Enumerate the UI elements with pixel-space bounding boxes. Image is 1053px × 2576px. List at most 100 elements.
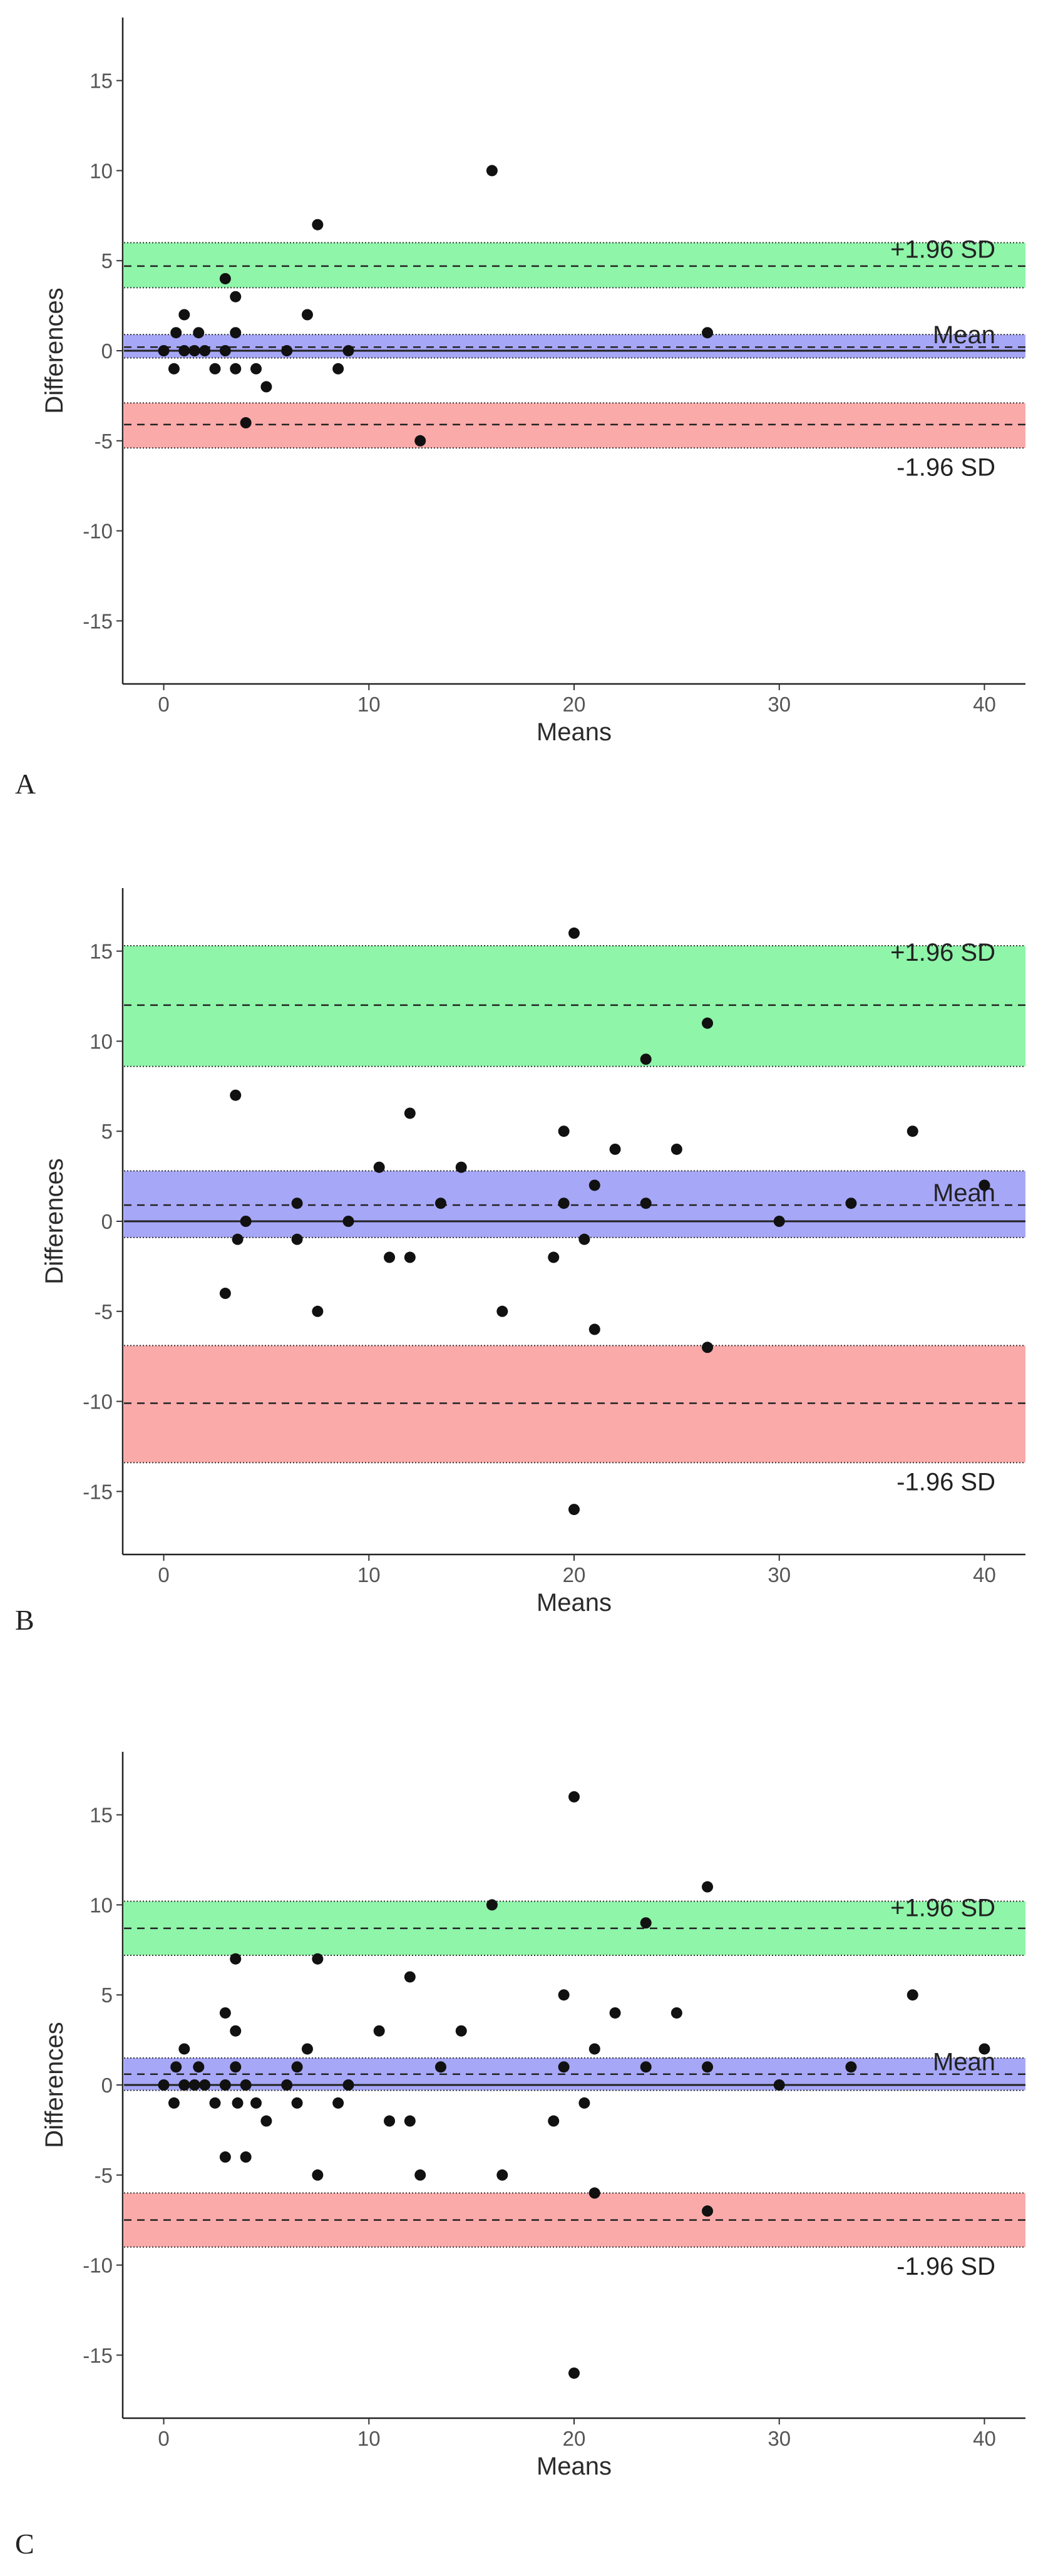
data-point: [168, 2097, 180, 2109]
data-point: [588, 2043, 600, 2055]
data-point: [373, 1161, 385, 1173]
data-point: [219, 2151, 231, 2163]
x-tick-label: 40: [973, 2427, 996, 2450]
data-point: [773, 1216, 785, 1227]
y-tick-label: 0: [101, 1210, 113, 1233]
data-point: [434, 2061, 446, 2073]
data-point: [455, 2025, 467, 2037]
data-point: [548, 2115, 560, 2127]
data-point: [240, 1216, 252, 1227]
x-tick-label: 30: [768, 2427, 791, 2450]
data-point: [219, 2079, 231, 2091]
upper-band-label: +1.96 SD: [890, 939, 995, 966]
data-point: [702, 327, 714, 339]
y-tick-label: 5: [101, 1984, 113, 2007]
data-point: [404, 2115, 416, 2127]
data-point: [640, 1053, 652, 1065]
data-point: [230, 363, 242, 375]
data-point: [260, 381, 272, 393]
data-point: [342, 345, 354, 356]
bland-altman-plot-a: +1.96 SD Mean -1.96 SD -15 -10 -5 0 5 10 15 0 10 20 3…: [41, 18, 1025, 746]
data-point: [558, 1197, 570, 1209]
y-tick-label: -5: [95, 2164, 113, 2187]
data-point: [702, 1881, 714, 1893]
data-point: [178, 345, 190, 356]
data-point: [219, 2007, 231, 2019]
upper-band-fill: [124, 946, 1025, 1067]
y-tick-label: 10: [90, 1030, 113, 1053]
y-tick-label: 15: [90, 940, 113, 963]
data-point: [188, 2079, 200, 2091]
data-point: [455, 1161, 467, 1173]
data-point: [558, 1989, 570, 2001]
data-point: [219, 345, 231, 356]
data-point: [232, 1233, 244, 1245]
data-point: [332, 2097, 344, 2109]
data-point: [486, 1899, 498, 1911]
data-point: [219, 272, 231, 284]
data-point: [230, 1953, 242, 1965]
x-tick-label: 30: [768, 693, 791, 716]
data-point: [168, 363, 180, 375]
y-axis-title: Differences: [41, 2022, 68, 2148]
data-point: [291, 2097, 303, 2109]
data-point: [158, 345, 170, 356]
data-point: [670, 1143, 682, 1155]
data-point: [342, 2079, 354, 2091]
data-point: [178, 309, 190, 321]
lower-band-fill: [124, 1345, 1025, 1463]
data-point: [979, 2043, 990, 2055]
y-axis-title: Differences: [41, 287, 68, 414]
data-point: [434, 1197, 446, 1209]
lower-band-label: -1.96 SD: [896, 453, 995, 481]
data-point: [588, 2187, 600, 2199]
data-point: [568, 1791, 580, 1803]
data-point: [230, 327, 242, 339]
panel-label-c: C: [15, 2528, 34, 2560]
data-point: [209, 363, 221, 375]
data-point: [230, 1089, 242, 1101]
data-point: [312, 2169, 324, 2181]
x-tick-label: 10: [357, 1563, 381, 1586]
data-point: [845, 2061, 857, 2073]
data-point: [281, 345, 293, 356]
data-point: [250, 363, 262, 375]
data-point: [178, 2079, 190, 2091]
x-tick-label: 20: [563, 693, 586, 716]
data-point: [230, 291, 242, 303]
data-point: [301, 2043, 313, 2055]
x-tick-label: 10: [357, 693, 381, 716]
data-point: [178, 2043, 190, 2055]
y-tick-label: 15: [90, 70, 113, 93]
data-point: [907, 1989, 918, 2001]
x-tick-label: 0: [158, 693, 169, 716]
data-point: [609, 1143, 621, 1155]
x-tick-label: 10: [357, 2427, 381, 2450]
data-point: [578, 2097, 590, 2109]
x-tick-label: 40: [973, 693, 996, 716]
data-point: [232, 2097, 244, 2109]
y-tick-label: -10: [83, 2254, 113, 2277]
x-tick-label: 20: [563, 2427, 586, 2450]
data-point: [291, 2061, 303, 2073]
data-point: [548, 1251, 560, 1263]
data-point: [404, 1971, 416, 1983]
data-point: [558, 1125, 570, 1137]
data-point: [404, 1251, 416, 1263]
data-point: [609, 2007, 621, 2019]
data-point: [199, 2079, 211, 2091]
panel-b: +1.96 SD Mean -1.96 SD -15 -10 -5 0 5 10 15 0 10 20 3…: [0, 858, 1053, 1685]
mean-band-fill: [124, 334, 1025, 358]
data-point: [188, 345, 200, 356]
data-point: [193, 327, 205, 339]
data-point: [332, 363, 344, 375]
x-tick-label: 0: [158, 1563, 169, 1586]
x-tick-label: 30: [768, 1563, 791, 1586]
upper-band-fill: [124, 242, 1025, 288]
x-tick-label: 40: [973, 1563, 996, 1586]
y-axis-title: Differences: [41, 1158, 68, 1285]
y-tick-label: 15: [90, 1804, 113, 1827]
data-point: [702, 2061, 714, 2073]
y-tick-label: -10: [83, 1390, 113, 1414]
